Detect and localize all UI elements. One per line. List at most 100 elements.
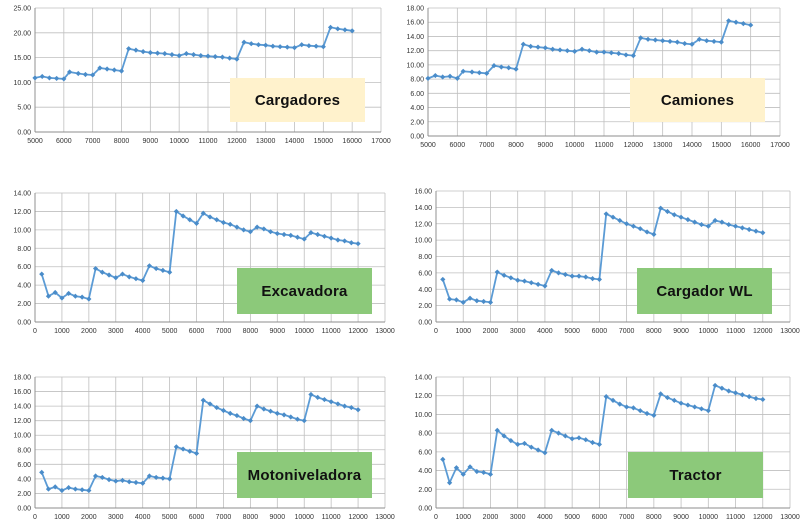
y-tick-label: 25.00 bbox=[13, 6, 31, 13]
data-point bbox=[739, 225, 745, 231]
data-point bbox=[719, 219, 725, 225]
data-point bbox=[212, 54, 218, 60]
data-point bbox=[335, 26, 341, 32]
data-point bbox=[630, 405, 637, 411]
data-point bbox=[440, 456, 446, 462]
data-point bbox=[481, 298, 487, 305]
data-point bbox=[645, 36, 651, 42]
y-tick-label: 4.00 bbox=[410, 105, 424, 112]
data-point bbox=[660, 38, 666, 44]
data-point bbox=[126, 274, 132, 280]
x-tick-label: 10000 bbox=[699, 328, 719, 335]
data-point bbox=[651, 231, 657, 237]
x-tick-label: 5000 bbox=[420, 142, 436, 149]
y-tick-label: 8.00 bbox=[17, 246, 31, 253]
data-point bbox=[678, 400, 684, 406]
data-point bbox=[167, 476, 173, 482]
data-point bbox=[335, 401, 341, 407]
y-tick-label: 4.00 bbox=[17, 283, 31, 290]
data-point bbox=[487, 471, 494, 477]
data-point bbox=[753, 395, 759, 402]
chart-label: Cargador WL bbox=[637, 268, 772, 314]
y-tick-label: 12.00 bbox=[414, 221, 432, 228]
data-point bbox=[90, 72, 96, 78]
data-point bbox=[220, 407, 227, 414]
data-point bbox=[658, 205, 664, 211]
data-point bbox=[190, 52, 197, 58]
data-point bbox=[46, 75, 53, 81]
data-point bbox=[97, 65, 103, 71]
y-tick-label: 0.00 bbox=[418, 506, 432, 513]
data-point bbox=[487, 299, 494, 305]
y-tick-label: 2.00 bbox=[410, 119, 424, 126]
y-tick-label: 14.00 bbox=[414, 375, 432, 382]
x-tick-label: 9000 bbox=[270, 514, 286, 521]
data-point bbox=[520, 41, 526, 47]
x-tick-label: 4000 bbox=[135, 514, 151, 521]
x-tick-label: 12000 bbox=[348, 328, 368, 335]
data-point bbox=[644, 229, 650, 235]
data-point bbox=[241, 415, 247, 422]
x-tick-label: 15000 bbox=[712, 142, 732, 149]
data-point bbox=[692, 404, 698, 410]
data-point bbox=[328, 399, 334, 405]
x-tick-label: 17000 bbox=[770, 142, 790, 149]
x-tick-label: 7000 bbox=[479, 142, 495, 149]
chart-motoniveladora: 0.00 2.00 4.00 6.00 8.00 10.00 12.00 14.00 16.00… bbox=[0, 368, 394, 526]
data-point bbox=[39, 469, 45, 475]
data-point bbox=[453, 465, 460, 471]
data-point bbox=[299, 42, 305, 48]
data-point bbox=[719, 385, 725, 391]
data-point bbox=[494, 427, 500, 433]
data-point bbox=[348, 404, 354, 411]
data-point bbox=[624, 221, 630, 227]
x-tick-label: 13000 bbox=[375, 328, 395, 335]
data-point bbox=[140, 277, 146, 284]
data-point bbox=[349, 28, 355, 34]
data-point bbox=[726, 221, 732, 228]
data-point bbox=[248, 41, 254, 47]
data-point bbox=[678, 214, 684, 220]
data-point bbox=[630, 223, 637, 229]
plot-svg: 0.00 5.00 10.00 15.00 20.00 25.00 5000 6000 7000… bbox=[13, 6, 390, 146]
data-point bbox=[288, 232, 294, 238]
x-tick-label: 9000 bbox=[143, 138, 159, 145]
data-point bbox=[685, 217, 691, 223]
chart-camiones: 0.00 2.00 4.00 6.00 8.00 10.00 12.00 14.00 16.00… bbox=[400, 0, 800, 160]
data-point bbox=[214, 217, 220, 223]
data-point bbox=[355, 241, 361, 247]
y-tick-label: 12.00 bbox=[406, 48, 424, 55]
data-point bbox=[315, 231, 321, 238]
x-tick-label: 6000 bbox=[56, 138, 72, 145]
data-point bbox=[205, 53, 211, 59]
x-tick-label: 13000 bbox=[653, 142, 673, 149]
y-tick-label: 6.00 bbox=[418, 449, 432, 456]
data-point bbox=[542, 450, 548, 456]
data-point bbox=[154, 50, 161, 56]
x-tick-label: 1000 bbox=[54, 514, 70, 521]
y-tick-label: 16.00 bbox=[406, 20, 424, 27]
data-point bbox=[176, 53, 182, 59]
data-point bbox=[342, 27, 348, 33]
x-tick-label: 5000 bbox=[27, 138, 43, 145]
chart-label: Motoniveladora bbox=[237, 452, 372, 498]
data-point bbox=[740, 21, 746, 27]
x-tick-label: 1000 bbox=[455, 514, 471, 521]
data-point bbox=[698, 406, 705, 412]
x-tick-label: 7000 bbox=[619, 328, 635, 335]
data-point bbox=[733, 19, 739, 25]
data-point bbox=[447, 296, 453, 302]
y-tick-label: 14.00 bbox=[13, 404, 31, 411]
data-point bbox=[469, 69, 475, 75]
x-tick-label: 9000 bbox=[270, 328, 286, 335]
data-point bbox=[711, 38, 717, 45]
data-point bbox=[267, 408, 274, 414]
y-tick-label: 5.00 bbox=[17, 105, 31, 112]
data-point bbox=[147, 50, 153, 56]
data-point bbox=[327, 24, 334, 30]
x-tick-label: 10000 bbox=[169, 138, 189, 145]
data-point bbox=[348, 240, 354, 246]
data-point bbox=[596, 441, 602, 447]
data-point bbox=[748, 22, 754, 28]
data-point bbox=[549, 267, 555, 274]
